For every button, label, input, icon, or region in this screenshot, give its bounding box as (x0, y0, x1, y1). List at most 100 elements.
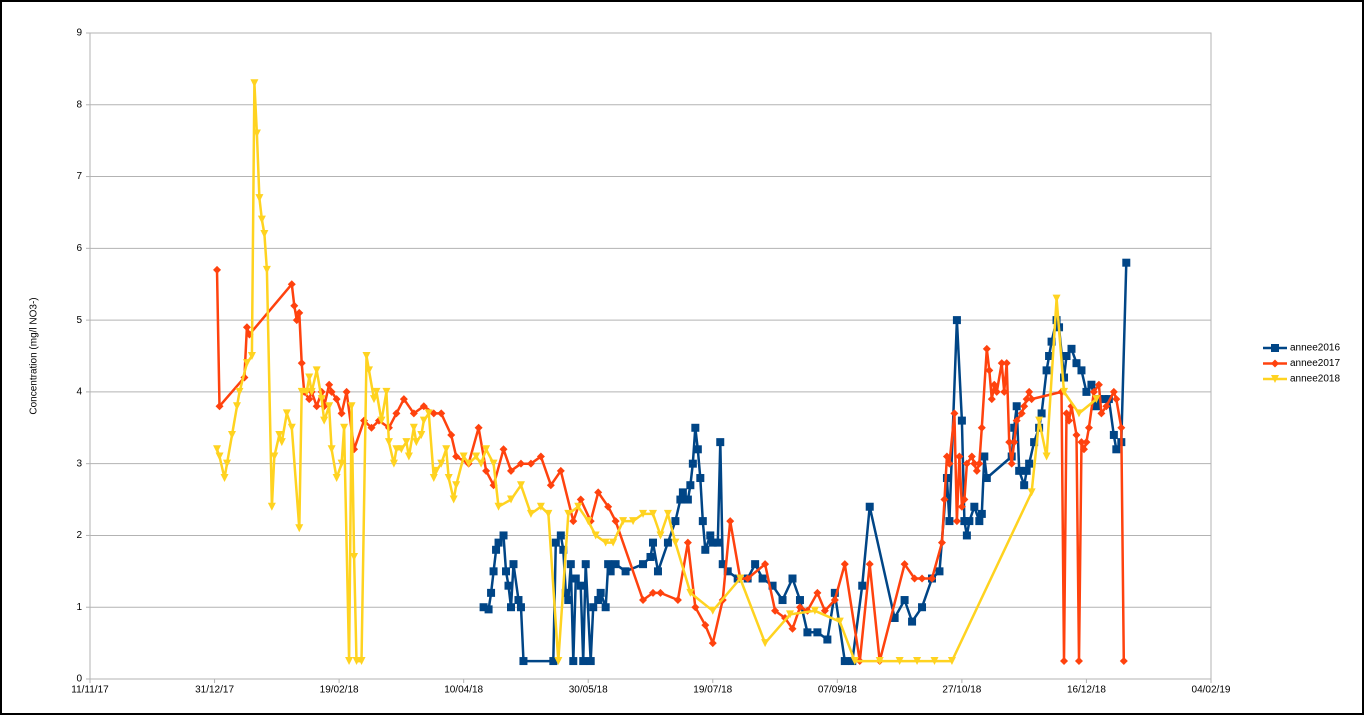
data-point (494, 502, 503, 511)
data-point (564, 509, 573, 518)
data-point (1022, 466, 1031, 475)
y-tick-label: 1 (76, 602, 82, 613)
data-point (621, 567, 630, 576)
data-point (1030, 438, 1039, 447)
data-point (569, 657, 578, 666)
data-point (918, 574, 927, 583)
data-point (875, 657, 884, 666)
data-point (1065, 416, 1074, 425)
data-point (556, 466, 565, 475)
data-point (990, 380, 999, 389)
data-point (683, 495, 692, 504)
data-point (947, 657, 956, 666)
x-tick-label: 10/04/18 (444, 685, 483, 696)
data-point (213, 445, 222, 454)
data-point (1020, 481, 1029, 490)
data-point (778, 596, 787, 605)
data-point (337, 459, 346, 468)
data-point (788, 574, 797, 583)
data-point (464, 459, 473, 468)
data-point (551, 538, 560, 547)
data-point (287, 423, 296, 432)
data-point (362, 352, 371, 360)
data-point (1010, 438, 1019, 447)
data-point (686, 588, 695, 597)
data-point (290, 301, 299, 310)
data-point (1077, 438, 1086, 447)
data-point (409, 409, 418, 418)
data-point (591, 531, 600, 540)
data-point (1015, 466, 1024, 475)
data-point (820, 606, 829, 615)
data-point (320, 416, 329, 425)
data-point (1082, 387, 1091, 396)
data-point (708, 606, 717, 615)
legend-label: annee2018 (1290, 374, 1340, 385)
data-point (656, 531, 665, 540)
data-point (536, 452, 545, 461)
data-point (499, 531, 508, 540)
data-point (509, 560, 518, 569)
data-point (1067, 344, 1076, 353)
data-point (1089, 387, 1098, 396)
data-point (282, 409, 291, 418)
data-point (619, 517, 628, 526)
data-point (1017, 409, 1026, 418)
data-point (663, 538, 672, 547)
data-point (367, 423, 376, 432)
data-point (571, 574, 580, 583)
data-point (813, 588, 822, 597)
data-point (262, 265, 271, 274)
data-point (716, 438, 725, 447)
data-point (487, 588, 496, 597)
data-point (908, 617, 917, 626)
data-point (1092, 402, 1101, 411)
data-point (1012, 416, 1021, 425)
data-point (671, 517, 680, 526)
x-tick-label: 19/07/18 (693, 685, 732, 696)
data-point (696, 474, 705, 483)
data-point (307, 387, 316, 396)
data-point (337, 409, 346, 418)
y-tick-label: 9 (76, 28, 82, 39)
data-point (693, 445, 702, 454)
data-point (1087, 380, 1096, 389)
y-tick-label: 3 (76, 458, 82, 469)
data-point (706, 531, 715, 540)
legend-marker (1271, 359, 1279, 368)
data-point (604, 560, 613, 569)
data-point (247, 352, 256, 360)
data-point (910, 574, 919, 583)
data-point (492, 545, 501, 554)
data-point (639, 560, 648, 569)
data-point (482, 466, 491, 475)
x-tick-label: 31/12/17 (195, 685, 234, 696)
data-point (840, 560, 849, 569)
data-point (609, 538, 618, 547)
data-point (890, 613, 899, 622)
data-point (1074, 409, 1083, 418)
data-point (768, 581, 777, 590)
data-point (594, 596, 603, 605)
data-point (220, 474, 229, 483)
data-point (1047, 337, 1056, 346)
data-point (1052, 294, 1061, 303)
data-point (606, 567, 615, 576)
x-tick-label: 27/10/18 (942, 685, 981, 696)
data-point (708, 538, 717, 547)
data-point (1117, 423, 1126, 432)
data-point (646, 552, 655, 561)
data-point (1052, 316, 1061, 325)
data-point (1122, 258, 1131, 267)
x-tick-label: 16/12/18 (1067, 685, 1106, 696)
data-point (472, 452, 481, 461)
data-point (940, 495, 949, 504)
data-point (1119, 657, 1128, 666)
data-point (736, 574, 745, 583)
data-point (676, 495, 685, 504)
data-point (584, 517, 593, 526)
data-point (795, 603, 804, 612)
data-point (1002, 359, 1011, 368)
data-point (312, 402, 321, 411)
data-point (506, 603, 515, 612)
